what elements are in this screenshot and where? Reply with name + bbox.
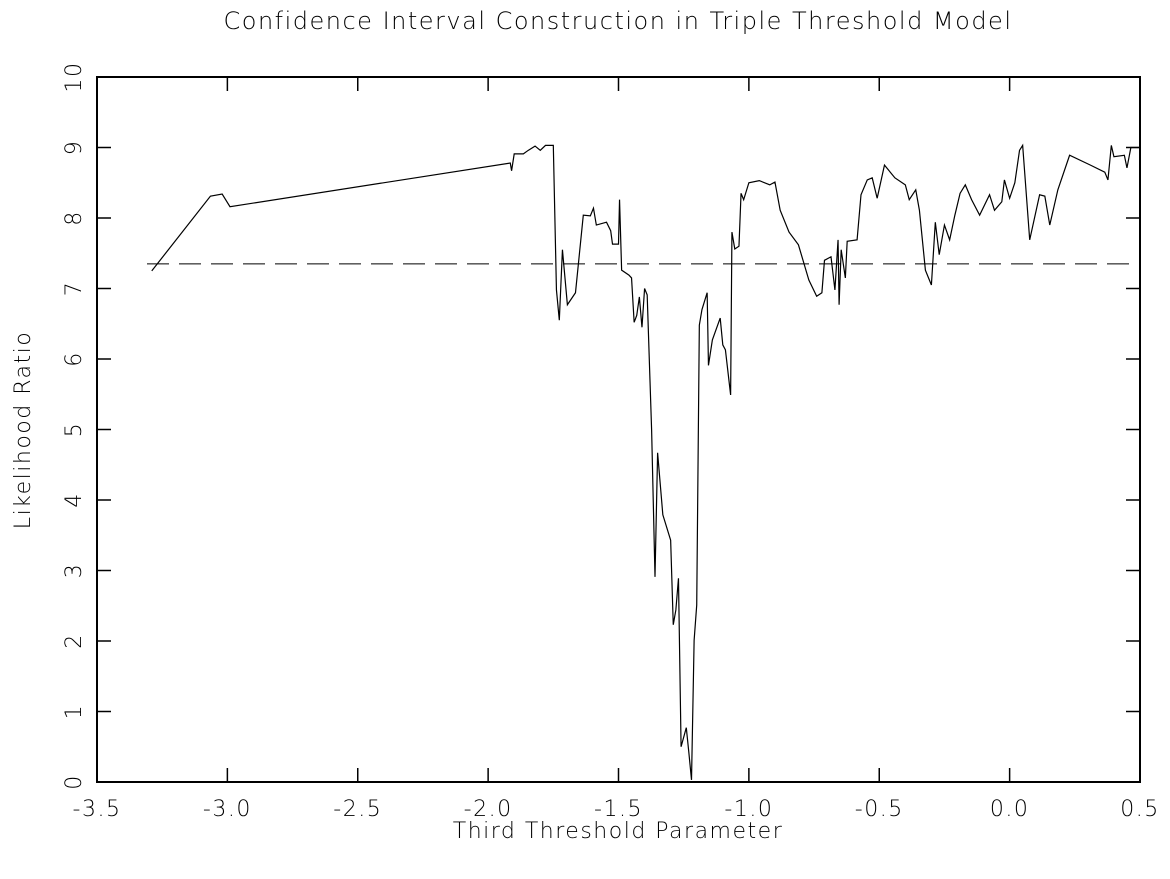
- y-tick-label: 8: [62, 210, 87, 226]
- y-tick-label: 7: [62, 281, 87, 297]
- y-tick-label: 10: [62, 62, 87, 93]
- y-tick-label: 1: [62, 704, 87, 720]
- x-tick-label: -2.5: [333, 797, 382, 822]
- plot-frame: [96, 76, 1141, 783]
- x-tick-label: -1.5: [594, 797, 643, 822]
- x-tick-label: 0.5: [1120, 797, 1160, 822]
- x-axis-label: Third Threshold Parameter: [453, 819, 783, 844]
- x-tick-label: -3.5: [73, 797, 122, 822]
- x-tick-label: -3.0: [203, 797, 252, 822]
- y-tick-label: 2: [62, 633, 87, 649]
- x-tick-label: -0.5: [855, 797, 904, 822]
- y-tick-label: 6: [62, 351, 87, 367]
- y-axis-label: Likelihood Ratio: [11, 331, 36, 529]
- y-tick-label: 9: [62, 140, 87, 156]
- x-tick-label: -1.0: [724, 797, 773, 822]
- data-line: [151, 143, 1140, 780]
- x-tick-label: 0.0: [990, 797, 1030, 822]
- y-tick-label: 4: [62, 492, 87, 508]
- y-tick-label: 0: [62, 774, 87, 790]
- chart-title: Confidence Interval Construction in Trip…: [224, 7, 1013, 35]
- y-tick-label: 3: [62, 563, 87, 579]
- x-tick-label: -2.0: [464, 797, 513, 822]
- y-tick-label: 5: [62, 422, 87, 438]
